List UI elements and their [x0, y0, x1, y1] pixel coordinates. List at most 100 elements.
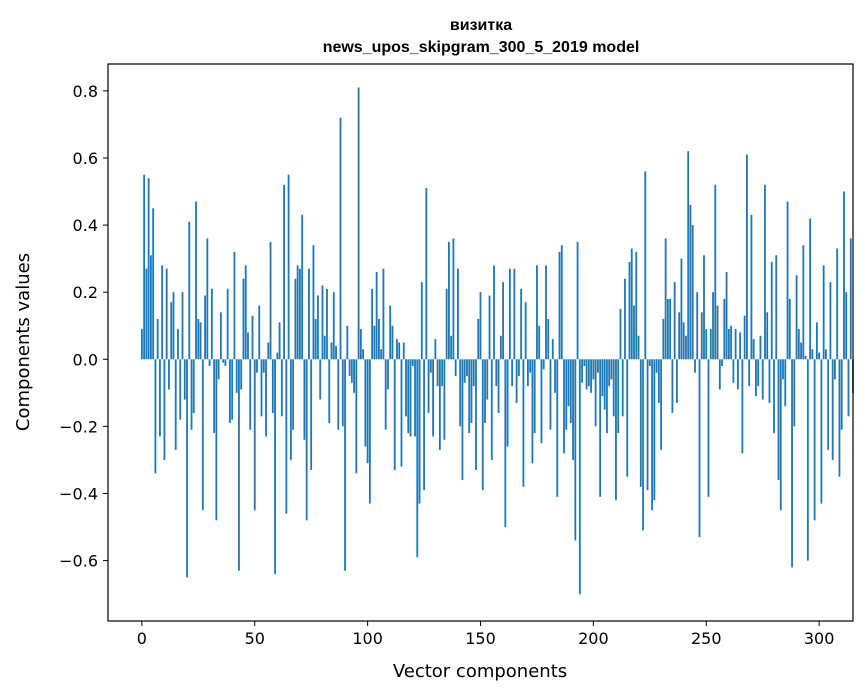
- bar-32: [213, 359, 216, 434]
- bar-249: [703, 255, 705, 360]
- bar-68: [294, 278, 297, 360]
- bar-138: [452, 238, 455, 360]
- bar-65: [287, 174, 290, 360]
- bar-140: [457, 268, 459, 360]
- bar-311: [843, 191, 845, 360]
- bar-272: [755, 359, 757, 397]
- bar-104: [375, 272, 378, 360]
- bar-152: [484, 359, 486, 424]
- bar-206: [606, 359, 608, 434]
- bar-271: [752, 339, 755, 360]
- x-tick-label: 250: [691, 629, 722, 648]
- bar-141: [459, 359, 462, 427]
- bar-303: [825, 349, 827, 360]
- bar-95: [355, 359, 358, 474]
- bar-273: [757, 359, 760, 387]
- bar-223: [644, 171, 647, 360]
- bar-242: [687, 151, 690, 360]
- bar-44: [240, 359, 243, 390]
- bar-294: [804, 355, 807, 360]
- bar-180: [547, 319, 550, 360]
- bar-28: [204, 295, 206, 360]
- bar-243: [689, 204, 692, 360]
- bar-167: [517, 359, 520, 377]
- bar-279: [770, 261, 773, 360]
- bar-80: [321, 285, 324, 360]
- bar-4: [149, 255, 152, 360]
- bar-177: [540, 359, 543, 444]
- bar-88: [339, 117, 342, 360]
- bar-89: [341, 359, 344, 427]
- bar-146: [470, 359, 473, 424]
- bar-57: [269, 241, 272, 360]
- chart-title-line1: визитка: [450, 17, 512, 34]
- bar-278: [768, 359, 771, 403]
- bar-289: [793, 359, 796, 427]
- bar-288: [791, 359, 793, 568]
- bar-29: [206, 238, 209, 360]
- bar-212: [619, 308, 622, 360]
- bar-259: [725, 272, 728, 360]
- bar-125: [423, 359, 425, 491]
- bar-41: [233, 251, 236, 360]
- bar-310: [840, 359, 843, 430]
- bar-312: [845, 292, 848, 360]
- bar-282: [777, 359, 780, 481]
- bar-182: [551, 339, 554, 360]
- bar-115: [400, 359, 403, 467]
- bar-181: [549, 359, 552, 430]
- bar-191: [572, 359, 574, 460]
- bar-157: [495, 359, 498, 387]
- bar-114: [398, 342, 401, 360]
- bar-208: [610, 359, 613, 380]
- bar-219: [635, 251, 638, 360]
- y-tick-label: −0.2: [59, 417, 98, 436]
- bar-162: [506, 359, 509, 447]
- bar-255: [716, 305, 719, 360]
- y-axis-ticks: −0.6 −0.4 −0.2 0.0 0.2 0.4 0.6 0.8: [59, 82, 108, 571]
- bar-304: [827, 359, 830, 450]
- x-tick-label: 200: [578, 629, 609, 648]
- bar-237: [676, 359, 678, 403]
- bar-131: [436, 359, 439, 387]
- y-tick-label: 0.6: [73, 149, 98, 168]
- bar-70: [298, 268, 301, 360]
- bar-198: [587, 359, 590, 387]
- bar-106: [380, 349, 383, 360]
- bar-86: [335, 345, 337, 360]
- bar-62: [280, 359, 283, 417]
- bar-58: [271, 359, 274, 413]
- bar-186: [560, 245, 563, 360]
- bar-302: [822, 265, 825, 360]
- bar-50: [253, 359, 256, 511]
- bar-142: [461, 359, 464, 481]
- bar-96: [357, 87, 360, 360]
- bar-20: [186, 359, 188, 578]
- bar-244: [691, 225, 694, 360]
- bar-54: [262, 359, 265, 373]
- bar-11: [165, 268, 168, 360]
- bar-59: [274, 359, 276, 575]
- bar-124: [420, 282, 423, 360]
- bar-139: [454, 359, 457, 377]
- bar-21: [188, 221, 191, 360]
- bar-220: [637, 335, 640, 360]
- bar-193: [576, 241, 579, 360]
- bar-45: [242, 278, 245, 360]
- bar-161: [504, 359, 507, 528]
- bar-7: [156, 319, 159, 360]
- bar-176: [538, 325, 541, 360]
- bar-178: [542, 359, 545, 370]
- bar-274: [759, 335, 762, 360]
- bar-238: [678, 312, 681, 360]
- bar-2: [145, 268, 148, 360]
- bar-172: [529, 359, 532, 373]
- bar-211: [617, 359, 620, 434]
- bar-166: [515, 359, 518, 403]
- bar-222: [642, 359, 644, 531]
- y-tick-label: 0.0: [73, 350, 98, 369]
- bar-137: [450, 335, 453, 360]
- bar-251: [707, 359, 710, 497]
